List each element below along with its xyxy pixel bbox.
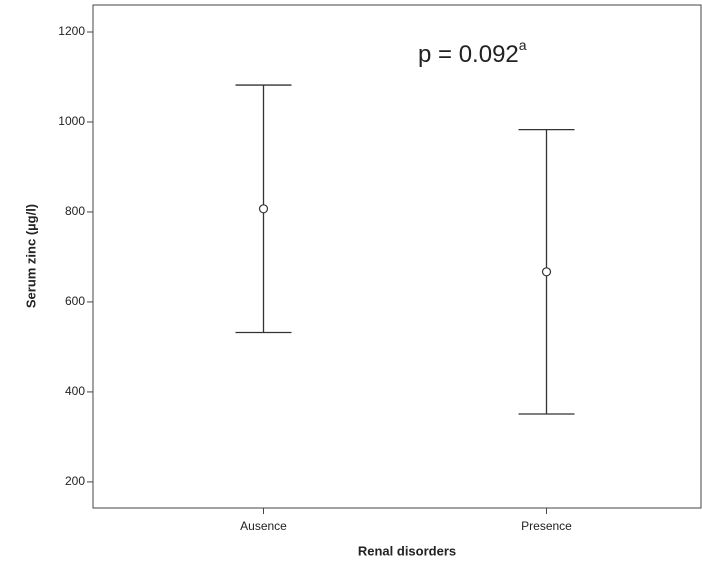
y-tick-label: 800 (65, 204, 85, 218)
y-axis-title: Serum zinc (µg/l) (23, 204, 38, 308)
mean-point (541, 267, 552, 277)
annotation-superscript: a (519, 37, 527, 53)
x-tick-label: Ausence (240, 519, 287, 533)
x-tick-label: Presence (521, 519, 572, 533)
plot-frame (92, 4, 702, 509)
y-tick-label: 400 (65, 384, 85, 398)
y-tick-label: 600 (65, 294, 85, 308)
x-axis-title: Renal disorders (358, 543, 456, 558)
annotation: p = 0.092a (418, 37, 527, 69)
y-tick-label: 200 (65, 474, 85, 488)
y-tick-label: 1200 (58, 24, 85, 38)
y-tick-label: 1000 (58, 114, 85, 128)
mean-point (258, 204, 269, 214)
annotation-text: p = 0.092 (418, 41, 519, 68)
